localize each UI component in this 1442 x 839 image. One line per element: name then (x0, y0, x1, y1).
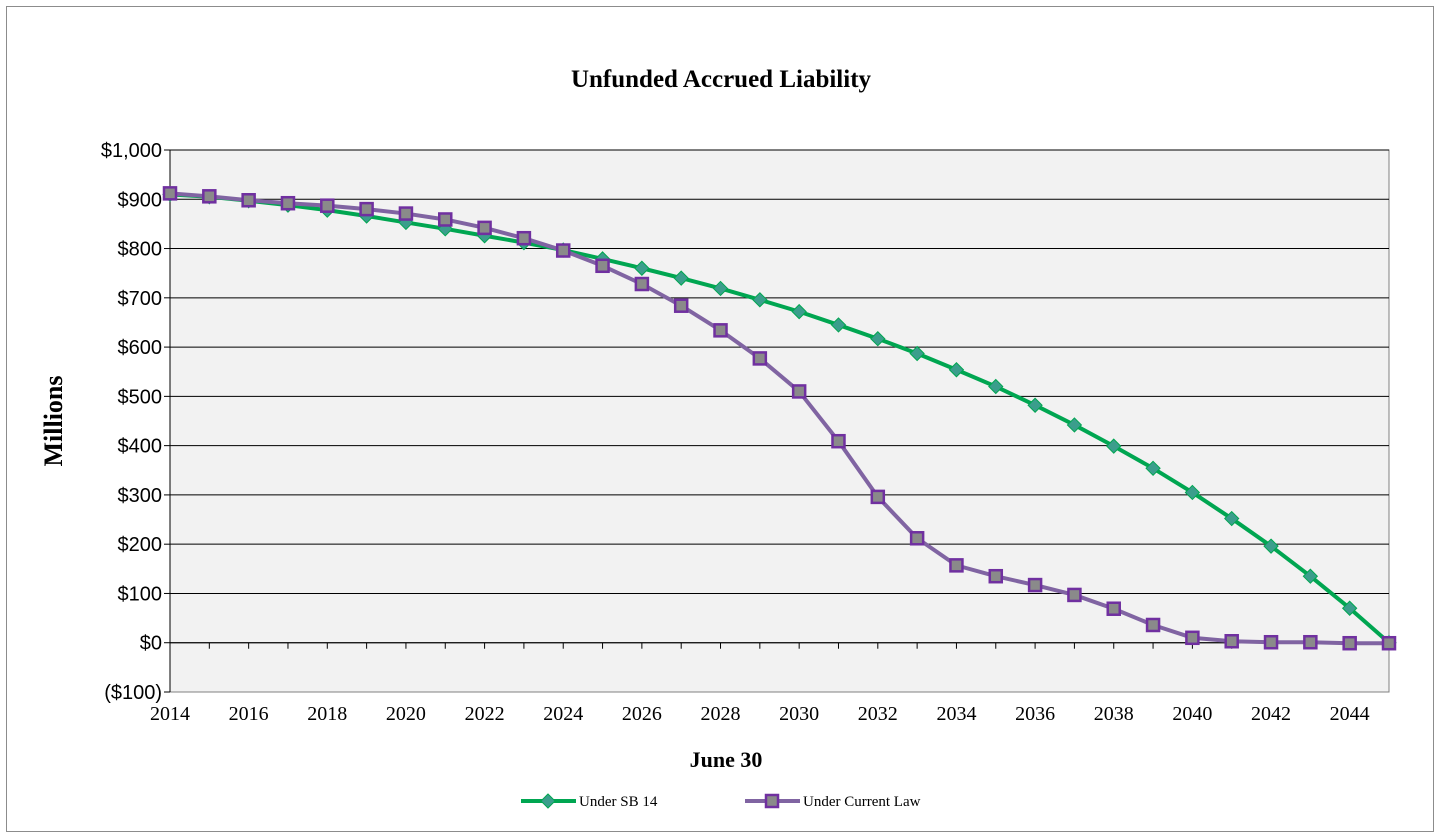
data-point (1106, 601, 1121, 616)
x-tick-label: 2020 (386, 703, 426, 725)
y-axis-ticks: ($100) $0 $100 $200 $300 $400 $500 $600 $700 $800… (101, 140, 170, 704)
y-tick-label: $600 (118, 337, 163, 359)
series-layer (162, 186, 1397, 651)
data-point (791, 303, 807, 320)
x-tick-label: 2036 (1015, 703, 1055, 725)
data-point (634, 260, 650, 276)
data-point (1303, 634, 1318, 650)
data-point (555, 243, 571, 258)
x-tick-label: 2030 (779, 703, 819, 725)
data-point (673, 270, 689, 286)
x-tick-label: 2040 (1172, 703, 1212, 725)
legend: Under SB 14 Under Current Law (521, 793, 921, 810)
data-point (988, 568, 1004, 584)
data-point (595, 258, 610, 274)
data-point (712, 280, 729, 297)
data-point (1185, 630, 1200, 646)
x-tick-label: 2016 (229, 703, 269, 725)
x-tick-label: 2028 (701, 703, 741, 725)
data-point (1224, 633, 1239, 649)
y-tick-label: ($100) (104, 682, 162, 704)
data-point (202, 189, 217, 204)
x-axis-ticks: 2014 2016 2018 2020 2022 2024 2026 2028 2030 2032… (150, 642, 1390, 725)
x-tick-label: 2022 (465, 703, 505, 725)
x-tick-label: 2014 (150, 703, 190, 725)
data-point (870, 489, 886, 505)
y-tick-label: $100 (118, 583, 163, 605)
data-point (280, 195, 296, 211)
data-point (398, 206, 414, 221)
data-point (516, 230, 532, 246)
data-point (909, 345, 925, 362)
data-point (1184, 484, 1201, 501)
y-tick-label: $900 (118, 189, 163, 211)
data-point (752, 292, 768, 308)
y-tick-label: $0 (140, 633, 162, 655)
legend-label: Under SB 14 (579, 794, 658, 810)
y-tick-label: $800 (118, 239, 163, 261)
x-tick-label: 2032 (858, 703, 898, 725)
data-point (634, 276, 650, 292)
data-point (1145, 460, 1161, 477)
data-point (949, 558, 964, 573)
data-point (673, 298, 689, 313)
data-point (1263, 538, 1279, 554)
data-point (1067, 587, 1082, 603)
data-point (359, 201, 374, 217)
data-point (831, 433, 846, 449)
data-point (1066, 417, 1083, 433)
data-point (1263, 634, 1279, 650)
legend-item: Under Current Law (745, 793, 921, 810)
legend-label: Under Current Law (803, 794, 921, 810)
legend-item: Under SB 14 (521, 793, 658, 810)
data-point (752, 351, 768, 366)
chart-title: Unfunded Accrued Liability (571, 66, 872, 93)
y-tick-label: $300 (118, 485, 163, 507)
x-tick-label: 2018 (307, 703, 347, 725)
data-point (713, 323, 728, 338)
legend-diamond-marker (540, 793, 556, 809)
y-tick-label: $700 (118, 288, 163, 310)
data-point (1302, 568, 1319, 584)
data-point (438, 212, 453, 227)
data-point (162, 186, 178, 201)
data-point (791, 384, 807, 399)
x-axis-label: June 30 (690, 747, 763, 772)
data-point (1381, 635, 1397, 651)
data-point (241, 193, 256, 208)
y-tick-label: $500 (118, 386, 163, 408)
data-point (1027, 397, 1043, 413)
y-tick-label: $200 (118, 534, 163, 556)
series-under-current-law (162, 186, 1397, 651)
x-tick-label: 2024 (543, 703, 583, 725)
data-point (477, 220, 492, 236)
y-tick-label: $400 (118, 436, 163, 458)
data-point (1341, 600, 1358, 616)
data-point (1106, 438, 1122, 454)
data-point (1342, 635, 1357, 651)
data-point (830, 317, 847, 333)
x-tick-label: 2042 (1251, 703, 1291, 725)
y-axis-label: Millions (39, 375, 68, 466)
x-tick-label: 2038 (1094, 703, 1134, 725)
data-point (1224, 510, 1240, 527)
x-tick-label: 2026 (622, 703, 662, 725)
y-tick-label: $1,000 (101, 140, 162, 162)
plot-area (169, 149, 1390, 693)
data-point (988, 378, 1004, 395)
x-tick-label: 2044 (1330, 703, 1370, 725)
data-point (870, 331, 886, 347)
data-point (1145, 617, 1161, 633)
data-point (909, 531, 925, 546)
legend-square-marker (764, 793, 780, 809)
data-point (1027, 577, 1043, 593)
data-point (320, 198, 335, 213)
x-tick-label: 2034 (936, 703, 976, 725)
data-point (948, 362, 965, 378)
